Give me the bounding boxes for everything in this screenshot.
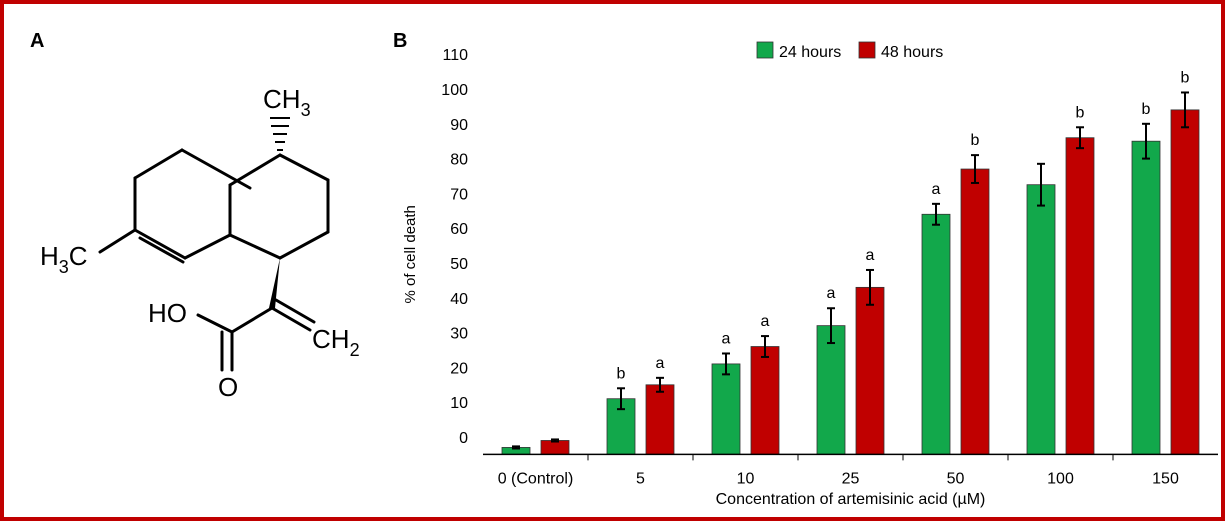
bond	[183, 233, 232, 260]
h3c-left-label: H3C	[40, 241, 88, 277]
ch2-label: CH2	[312, 324, 360, 360]
x-tick-label: 5	[636, 470, 645, 487]
bond	[180, 148, 252, 190]
y-tick-label: 70	[450, 186, 468, 203]
y-tick-label: 90	[450, 117, 468, 134]
artemisinic-acid-structure: CH3 H3C HO O CH2	[40, 84, 360, 402]
significance-letter: b	[1142, 101, 1151, 118]
legend-label: 24 hours	[779, 44, 841, 61]
x-axis-label: Concentration of artemisinic acid (µM)	[716, 491, 986, 508]
bar-48h	[540, 440, 570, 455]
y-tick-label: 0	[459, 430, 468, 447]
bold-wedge	[269, 258, 280, 308]
y-tick-label: 50	[450, 256, 468, 273]
ho-label: HO	[148, 298, 187, 328]
panel-a-label: A	[30, 30, 45, 52]
hashed-wedge	[270, 117, 290, 151]
significance-letters: b a a a a a a b b b b	[617, 69, 1190, 382]
panel-b-label: B	[393, 30, 408, 52]
y-tick-label: 30	[450, 326, 468, 343]
bond	[278, 153, 330, 182]
bars	[501, 109, 1200, 455]
y-tick-label: 110	[442, 47, 468, 64]
bond	[228, 233, 282, 260]
significance-letter: a	[722, 330, 731, 347]
x-axis-ticks: 0 (Control) 5 10 25 50 100 150	[498, 454, 1179, 487]
x-tick-label: 50	[947, 470, 965, 487]
bar-48h	[960, 168, 990, 455]
y-tick-label: 20	[450, 360, 468, 377]
significance-letter: b	[617, 365, 626, 382]
x-tick-label: 100	[1047, 470, 1074, 487]
significance-letter: a	[656, 355, 665, 372]
x-tick-label: 0 (Control)	[498, 470, 574, 487]
significance-letter: b	[971, 132, 980, 149]
bar-24h	[921, 213, 951, 455]
significance-letter: b	[1076, 104, 1085, 121]
y-tick-label: 80	[450, 152, 468, 169]
bond	[98, 228, 137, 254]
bar-48h	[855, 286, 885, 455]
significance-letter: b	[1181, 69, 1190, 86]
legend-swatch	[756, 41, 774, 59]
bond	[230, 306, 274, 334]
bar-24h	[1131, 140, 1161, 455]
ch3-top-label: CH3	[263, 84, 311, 120]
significance-letter: a	[866, 247, 875, 264]
bar-48h	[1170, 109, 1200, 455]
y-tick-label: 40	[450, 291, 468, 308]
y-tick-label: 10	[450, 395, 468, 412]
double-bond	[138, 236, 185, 264]
legend-label: 48 hours	[881, 44, 943, 61]
significance-letter: a	[827, 285, 836, 302]
bond	[196, 313, 234, 334]
bond	[133, 228, 187, 260]
bond	[270, 306, 312, 332]
carbonyl-o-label: O	[218, 372, 238, 402]
double-bond	[274, 298, 316, 324]
significance-letter: a	[761, 313, 770, 330]
x-tick-label: 150	[1152, 470, 1179, 487]
bar-48h	[1065, 137, 1095, 455]
bar-24h	[816, 325, 846, 455]
error-bars	[512, 91, 1189, 450]
legend: 24 hours 48 hours	[756, 41, 943, 61]
y-axis-label: % of cell death	[402, 205, 419, 303]
bar-24h	[711, 363, 741, 455]
bar-48h	[645, 384, 675, 455]
y-tick-label: 100	[441, 82, 468, 99]
x-tick-label: 25	[842, 470, 860, 487]
bar-24h	[1026, 184, 1056, 455]
bond	[228, 153, 282, 187]
x-tick-label: 10	[737, 470, 755, 487]
y-axis-ticks: 0 10 20 30 40 50 60 70 80 90 100 110	[441, 47, 468, 447]
bar-48h	[750, 346, 780, 455]
y-tick-label: 60	[450, 221, 468, 238]
significance-letter: a	[932, 181, 941, 198]
bond	[133, 148, 184, 180]
bond	[278, 230, 330, 260]
legend-swatch	[858, 41, 876, 59]
